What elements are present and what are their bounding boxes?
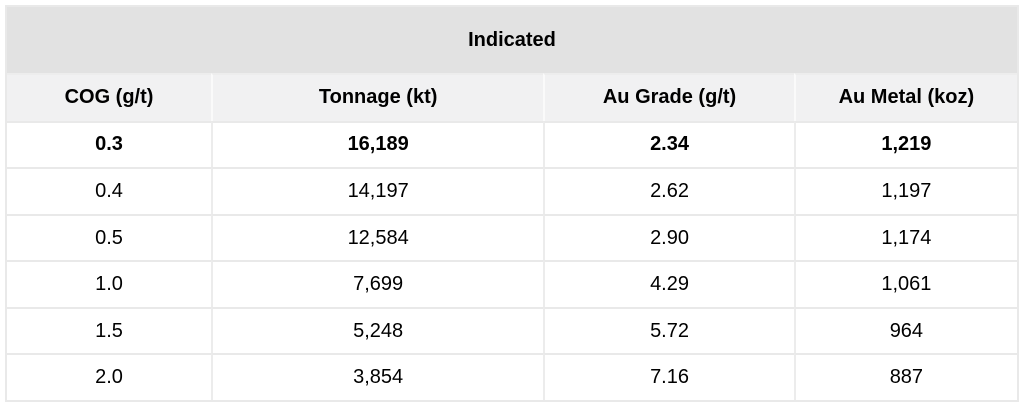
column-header-cog: COG (g/t) <box>7 73 212 121</box>
cell-au-grade: 7.16 <box>543 353 794 400</box>
table-row: 0.4 14,197 2.62 1,197 <box>7 167 1017 214</box>
cell-au-metal: 1,061 <box>793 260 1017 307</box>
table-title: Indicated <box>7 7 1017 74</box>
column-header-au-metal: Au Metal (koz) <box>793 73 1017 121</box>
table-title-row: Indicated <box>7 7 1017 74</box>
table-row: 0.5 12,584 2.90 1,174 <box>7 213 1017 261</box>
cell-cog: 1.5 <box>7 306 212 354</box>
cell-au-grade: 2.62 <box>543 167 794 214</box>
cell-au-metal: 964 <box>793 306 1017 354</box>
mineral-resource-table: Indicated COG (g/t) Tonnage (kt) Au Grad… <box>5 5 1019 402</box>
cell-tonnage: 12,584 <box>211 213 544 261</box>
column-header-tonnage: Tonnage (kt) <box>211 73 544 121</box>
cell-au-grade: 2.34 <box>543 120 794 168</box>
cell-cog: 1.0 <box>7 260 212 307</box>
cell-au-metal: 1,174 <box>793 213 1017 261</box>
cell-tonnage: 5,248 <box>211 306 544 354</box>
table-header-row: COG (g/t) Tonnage (kt) Au Grade (g/t) Au… <box>7 73 1017 121</box>
table-row: 1.5 5,248 5.72 964 <box>7 306 1017 354</box>
cell-au-grade: 5.72 <box>543 306 794 354</box>
cell-tonnage: 14,197 <box>211 167 544 214</box>
cell-au-metal: 1,197 <box>793 167 1017 214</box>
table-row: 2.0 3,854 7.16 887 <box>7 353 1017 400</box>
cell-tonnage: 16,189 <box>211 120 544 168</box>
cell-au-metal: 887 <box>793 353 1017 400</box>
cell-cog: 0.3 <box>7 120 212 168</box>
table-row: 0.3 16,189 2.34 1,219 <box>7 120 1017 168</box>
cell-au-grade: 2.90 <box>543 213 794 261</box>
column-header-au-grade: Au Grade (g/t) <box>543 73 794 121</box>
cell-tonnage: 3,854 <box>211 353 544 400</box>
cell-tonnage: 7,699 <box>211 260 544 307</box>
cell-cog: 0.4 <box>7 167 212 214</box>
table-row: 1.0 7,699 4.29 1,061 <box>7 260 1017 307</box>
cell-cog: 2.0 <box>7 353 212 400</box>
cell-au-metal: 1,219 <box>793 120 1017 168</box>
cell-cog: 0.5 <box>7 213 212 261</box>
cell-au-grade: 4.29 <box>543 260 794 307</box>
